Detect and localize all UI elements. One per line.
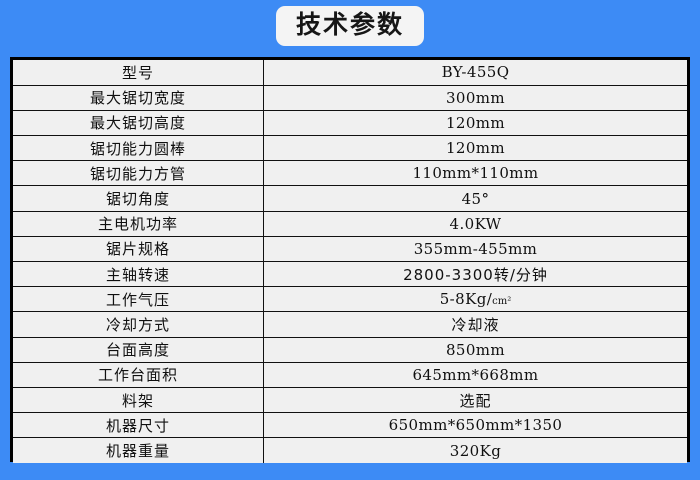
- page-header: 技术参数: [0, 0, 700, 52]
- table-row: 最大锯切高度 120mm: [13, 109, 687, 137]
- spec-value-cell: BY-455Q: [263, 60, 687, 86]
- spec-label-cell: 台面高度: [13, 336, 264, 363]
- spec-value-cell: 355mm-455mm: [263, 235, 687, 263]
- table-row: 锯切角度 45°: [13, 185, 687, 212]
- table-row: 机器重量 320Kg: [13, 437, 687, 463]
- spec-value-cell: 5-8Kg/cm²: [263, 286, 687, 313]
- spec-value-cell: 110mm*110mm: [263, 160, 687, 187]
- spec-label-cell: 锯切角度: [13, 185, 264, 212]
- table-row: 料架 选配: [13, 386, 687, 414]
- specification-table: 型号 BY-455Q 最大锯切宽度 300mm 最大锯切高度 120mm 锯切能力圆棒 120…: [13, 60, 687, 463]
- page-title: 技术参数: [295, 10, 404, 39]
- spec-value-unit: cm²: [492, 296, 512, 308]
- table-row: 锯片规格 355mm-455mm: [13, 235, 687, 263]
- table-row: 锯切能力方管 110mm*110mm: [13, 160, 687, 187]
- spec-label-cell: 锯片规格: [13, 235, 264, 263]
- table-row: 台面高度 850mm: [13, 336, 687, 363]
- spec-label-cell: 料架: [13, 386, 264, 414]
- spec-value-cell: 冷却液: [263, 311, 687, 338]
- spec-label-cell: 工作台面积: [13, 361, 264, 388]
- table-row: 冷却方式 冷却液: [13, 311, 687, 338]
- spec-value-cell: 300mm: [263, 84, 687, 111]
- spec-label-cell: 主电机功率: [13, 210, 264, 237]
- spec-label-cell: 主轴转速: [13, 260, 264, 288]
- spec-value-cell: 2800-3300转/分钟: [263, 260, 687, 288]
- spec-value-cell: 120mm: [263, 109, 687, 137]
- specification-table-body: 型号 BY-455Q 最大锯切宽度 300mm 最大锯切高度 120mm 锯切能力圆棒 120…: [13, 60, 687, 463]
- title-pill: 技术参数: [275, 6, 424, 46]
- spec-label-cell: 机器重量: [13, 437, 264, 463]
- table-row: 型号 BY-455Q: [13, 60, 687, 86]
- spec-value-cell: 45°: [263, 185, 687, 212]
- spec-value-cell: 4.0KW: [263, 210, 687, 237]
- table-row: 工作气压 5-8Kg/cm²: [13, 286, 687, 313]
- table-row: 机器尺寸 650mm*650mm*1350: [13, 412, 687, 439]
- table-row: 锯切能力圆棒 120mm: [13, 135, 687, 162]
- spec-label-cell: 最大锯切宽度: [13, 84, 264, 111]
- spec-label-cell: 机器尺寸: [13, 412, 264, 439]
- table-row: 工作台面积 645mm*668mm: [13, 361, 687, 388]
- spec-value-cell: 选配: [263, 386, 687, 414]
- spec-label-cell: 工作气压: [13, 286, 264, 313]
- spec-value-main: 5-8Kg/: [439, 290, 493, 309]
- spec-value-cell: 645mm*668mm: [263, 361, 687, 388]
- table-row: 最大锯切宽度 300mm: [13, 84, 687, 111]
- spec-label-cell: 冷却方式: [13, 311, 264, 338]
- spec-label-cell: 型号: [13, 60, 264, 86]
- spec-label-cell: 锯切能力方管: [13, 160, 264, 187]
- spec-label-cell: 最大锯切高度: [13, 109, 264, 137]
- spec-value-cell: 320Kg: [263, 437, 687, 463]
- spec-value-cell: 650mm*650mm*1350: [263, 412, 687, 439]
- specification-table-container: 型号 BY-455Q 最大锯切宽度 300mm 最大锯切高度 120mm 锯切能力圆棒 120…: [10, 57, 690, 463]
- table-row: 主电机功率 4.0KW: [13, 210, 687, 237]
- spec-value-cell: 850mm: [263, 336, 687, 363]
- spec-label-cell: 锯切能力圆棒: [13, 135, 264, 162]
- table-row: 主轴转速 2800-3300转/分钟: [13, 260, 687, 288]
- spec-value-cell: 120mm: [263, 135, 687, 162]
